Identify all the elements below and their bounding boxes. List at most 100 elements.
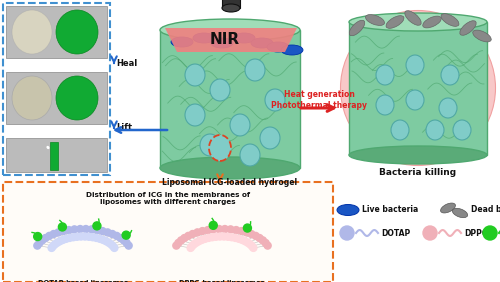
Circle shape [58, 223, 66, 231]
Ellipse shape [171, 37, 193, 47]
Ellipse shape [222, 4, 240, 12]
Ellipse shape [12, 10, 52, 54]
Ellipse shape [406, 90, 424, 110]
Ellipse shape [386, 16, 404, 28]
Text: Bacteria killing: Bacteria killing [380, 168, 456, 177]
Text: Heal: Heal [116, 58, 137, 67]
Ellipse shape [230, 114, 250, 136]
Circle shape [246, 241, 254, 248]
Circle shape [111, 244, 118, 251]
Circle shape [264, 242, 271, 249]
Circle shape [123, 239, 130, 246]
Ellipse shape [472, 30, 492, 42]
Circle shape [256, 235, 263, 242]
Circle shape [82, 226, 89, 233]
Circle shape [89, 234, 96, 241]
Circle shape [99, 228, 106, 235]
Circle shape [192, 239, 200, 246]
Circle shape [70, 234, 77, 241]
Ellipse shape [12, 76, 52, 120]
Circle shape [175, 239, 182, 246]
Circle shape [236, 235, 242, 242]
Circle shape [125, 242, 132, 249]
Circle shape [190, 241, 198, 248]
Circle shape [109, 230, 116, 237]
Circle shape [34, 233, 42, 241]
Bar [3, 182, 333, 282]
Circle shape [209, 221, 217, 229]
Circle shape [108, 241, 114, 248]
Text: Distribution of ICG in the membranes of
liposomes with different charges: Distribution of ICG in the membranes of … [86, 192, 250, 205]
Circle shape [38, 237, 46, 244]
Ellipse shape [349, 20, 365, 36]
Circle shape [205, 234, 212, 241]
Circle shape [216, 226, 222, 233]
Bar [6, 138, 107, 172]
Circle shape [78, 233, 84, 240]
Ellipse shape [340, 10, 496, 166]
Ellipse shape [376, 95, 394, 115]
Ellipse shape [245, 59, 265, 81]
Ellipse shape [452, 208, 468, 218]
Ellipse shape [366, 15, 384, 25]
Ellipse shape [160, 19, 300, 41]
Circle shape [210, 226, 217, 233]
Text: Lift: Lift [116, 124, 132, 133]
Circle shape [34, 242, 41, 249]
Text: NIR: NIR [210, 32, 240, 47]
Circle shape [232, 226, 239, 233]
Circle shape [340, 226, 354, 240]
Ellipse shape [439, 98, 457, 118]
Circle shape [244, 224, 252, 232]
Circle shape [199, 228, 206, 235]
Ellipse shape [185, 64, 205, 86]
Circle shape [56, 238, 64, 245]
Text: Dead bacteria: Dead bacteria [471, 206, 500, 215]
Ellipse shape [441, 14, 459, 26]
Ellipse shape [376, 65, 394, 85]
Ellipse shape [349, 146, 487, 164]
Circle shape [262, 239, 269, 246]
Ellipse shape [209, 135, 231, 161]
Ellipse shape [349, 13, 487, 31]
Ellipse shape [251, 38, 273, 48]
Circle shape [66, 226, 72, 233]
Circle shape [260, 237, 266, 244]
Ellipse shape [56, 10, 98, 54]
Circle shape [36, 239, 43, 246]
Circle shape [198, 236, 205, 243]
Circle shape [86, 233, 92, 240]
Circle shape [55, 229, 62, 236]
Circle shape [120, 237, 128, 244]
Circle shape [423, 226, 437, 240]
Bar [349, 22, 487, 155]
Circle shape [244, 239, 252, 246]
Circle shape [62, 235, 70, 242]
Circle shape [122, 231, 130, 239]
Circle shape [74, 233, 80, 240]
Text: DOTAP: DOTAP [381, 228, 410, 237]
Ellipse shape [281, 45, 303, 55]
Circle shape [50, 243, 56, 250]
Circle shape [248, 230, 255, 237]
Ellipse shape [185, 104, 205, 126]
Circle shape [113, 232, 120, 239]
Circle shape [188, 243, 196, 250]
Circle shape [209, 234, 216, 241]
Circle shape [48, 244, 55, 251]
Circle shape [196, 238, 202, 245]
Text: Liposomal ICG-loaded hydrogel: Liposomal ICG-loaded hydrogel [162, 178, 298, 187]
Ellipse shape [337, 204, 359, 215]
Circle shape [88, 226, 95, 233]
Circle shape [93, 234, 100, 241]
Bar [50, 142, 58, 170]
Text: DOTAP-based liposomes: DOTAP-based liposomes [38, 280, 128, 282]
Circle shape [46, 232, 53, 239]
Circle shape [220, 233, 228, 240]
Circle shape [212, 233, 220, 240]
Ellipse shape [260, 127, 280, 149]
Circle shape [222, 226, 228, 233]
Ellipse shape [210, 79, 230, 101]
Text: Live bacteria: Live bacteria [362, 206, 418, 215]
Ellipse shape [406, 55, 424, 75]
